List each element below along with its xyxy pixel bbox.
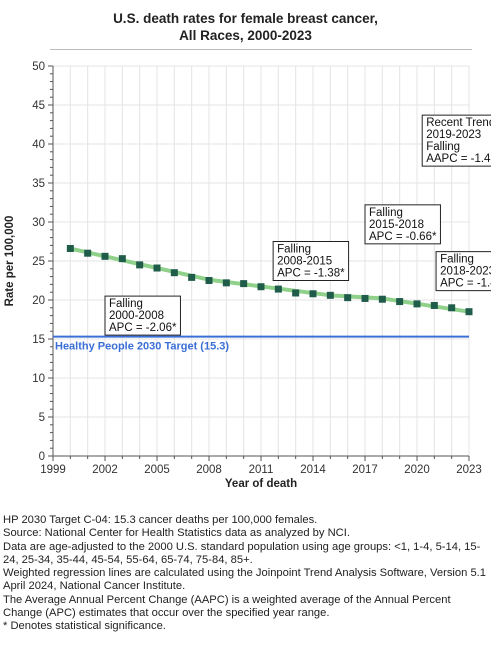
annotation-text: Falling bbox=[109, 298, 143, 310]
y-tick-label: 5 bbox=[39, 412, 45, 424]
x-tick-label: 2017 bbox=[352, 464, 378, 476]
note-source: Source: National Center for Health Stati… bbox=[3, 527, 350, 540]
observed-point bbox=[274, 285, 282, 293]
observed-point bbox=[465, 308, 473, 316]
annotation-text: APC = -2.06* bbox=[109, 322, 177, 334]
observed-point bbox=[66, 245, 74, 253]
observed-point bbox=[257, 283, 265, 291]
observed-point bbox=[240, 280, 248, 288]
y-tick-label: 40 bbox=[32, 139, 45, 151]
y-tick-label: 20 bbox=[32, 295, 45, 307]
observed-point bbox=[84, 249, 92, 257]
x-tick-label: 2002 bbox=[92, 464, 118, 476]
chart-title-line2: All Races, 2000-2023 bbox=[179, 28, 312, 43]
annotation-frame bbox=[104, 295, 181, 336]
observed-point bbox=[378, 295, 386, 303]
observed-points bbox=[66, 245, 473, 316]
annotation-text: 2018-2023 bbox=[440, 266, 491, 278]
note-target: HP 2030 Target C-04: 15.3 cancer deaths … bbox=[3, 514, 318, 526]
x-tick-label: 1999 bbox=[40, 464, 66, 476]
annotation-text: APC = -1.38* bbox=[277, 268, 345, 280]
annotation-frame bbox=[435, 251, 491, 292]
footnotes: HP 2030 Target C-04: 15.3 cancer deaths … bbox=[3, 514, 489, 634]
x-tick-label: 2020 bbox=[404, 464, 430, 476]
chart-title-line1: U.S. death rates for female breast cance… bbox=[113, 11, 378, 26]
observed-point bbox=[292, 289, 300, 297]
trend-segment bbox=[328, 293, 385, 301]
annotation-text: AAPC = -1.48* bbox=[426, 153, 491, 165]
chart-title: U.S. death rates for female breast cance… bbox=[0, 10, 491, 44]
annotation-text: Falling bbox=[426, 141, 460, 153]
observed-point bbox=[326, 291, 334, 299]
observed-point bbox=[430, 301, 438, 309]
annotation-text: APC = -0.66* bbox=[369, 231, 437, 243]
observed-point bbox=[136, 261, 144, 269]
y-tick-label: 10 bbox=[32, 373, 45, 385]
annotation-frame bbox=[421, 114, 491, 167]
observed-point bbox=[222, 279, 230, 287]
observed-point bbox=[396, 298, 404, 306]
x-tick-label: 2005 bbox=[144, 464, 170, 476]
x-tick-label: 2014 bbox=[300, 464, 326, 476]
y-tick-label: 25 bbox=[32, 256, 45, 268]
annotation-text: 2008-2015 bbox=[277, 256, 332, 268]
annotation-text: Falling bbox=[440, 254, 474, 266]
target-line-group: Healthy People 2030 Target (15.3) bbox=[53, 335, 469, 353]
note-age-adjust: Data are age-adjusted to the 2000 U.S. s… bbox=[3, 540, 481, 566]
annotation-text: Falling bbox=[277, 244, 311, 256]
observed-point bbox=[153, 264, 161, 272]
observed-point bbox=[118, 255, 126, 263]
death-rate-chart: 0 5 10 15 20 25 30 35 40 45 50 1999 2002 2005 2008 2011… bbox=[4, 61, 491, 490]
observed-point bbox=[309, 290, 317, 298]
y-axis-title: Rate per 100,000 bbox=[4, 216, 16, 307]
observed-point bbox=[448, 304, 456, 312]
y-tick-label: 15 bbox=[32, 334, 45, 346]
y-tick-label: 0 bbox=[39, 451, 45, 463]
annotation-text: APC = -1.48* bbox=[440, 278, 491, 290]
x-tick-label: 2023 bbox=[456, 464, 482, 476]
observed-point bbox=[361, 294, 369, 302]
annotation-text: 2019-2023 bbox=[426, 129, 481, 141]
title-divider bbox=[50, 49, 472, 50]
observed-point bbox=[101, 252, 109, 260]
annotation-text: Falling bbox=[369, 207, 403, 219]
annotation-frame bbox=[272, 241, 350, 281]
axes: 0 5 10 15 20 25 30 35 40 45 50 1999 2002 2005 2008 2011… bbox=[4, 61, 482, 490]
y-tick-label: 45 bbox=[32, 100, 45, 112]
note-significance: * Denotes statistical significance. bbox=[3, 620, 166, 633]
grid-lines bbox=[52, 65, 470, 457]
observed-point bbox=[170, 269, 178, 277]
x-tick-label: 2008 bbox=[196, 464, 222, 476]
observed-point bbox=[205, 277, 213, 284]
annotation-text: Recent Trend bbox=[426, 117, 491, 129]
observed-point bbox=[344, 294, 352, 302]
y-tick-label: 30 bbox=[32, 217, 45, 229]
x-tick-label: 2011 bbox=[249, 464, 274, 476]
note-regression: Weighted regression lines are calculated… bbox=[3, 567, 486, 593]
y-tick-label: 50 bbox=[32, 61, 45, 73]
annotation-frame bbox=[364, 204, 441, 245]
observed-point bbox=[413, 300, 421, 308]
x-axis-title: Year of death bbox=[225, 478, 297, 490]
annotation-text: 2000-2008 bbox=[109, 310, 164, 322]
observed-point bbox=[188, 273, 196, 281]
y-tick-label: 35 bbox=[32, 178, 45, 190]
note-aapc: The Average Annual Percent Change (AAPC)… bbox=[3, 593, 451, 620]
annotation-text: 2015-2018 bbox=[369, 219, 424, 231]
target-label: Healthy People 2030 Target (15.3) bbox=[55, 341, 229, 353]
